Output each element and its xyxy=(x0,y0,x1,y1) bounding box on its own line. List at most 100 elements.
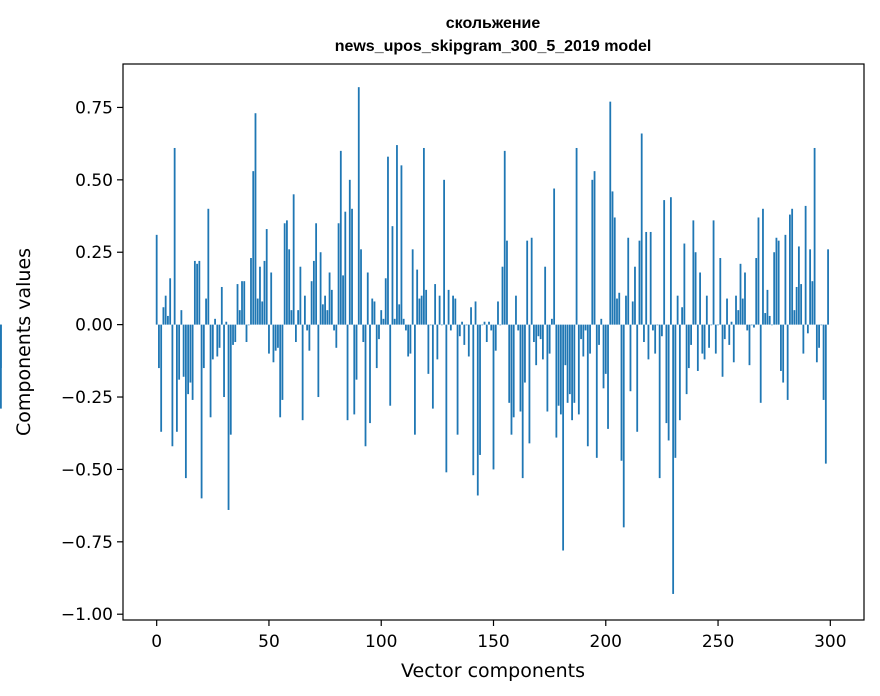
bar-101 xyxy=(382,318,385,325)
bar-89 xyxy=(355,324,358,380)
bar-24 xyxy=(209,324,212,418)
bar-164 xyxy=(524,324,526,383)
bar-291 xyxy=(809,249,812,325)
bar-50 xyxy=(268,324,270,354)
bar-275 xyxy=(773,252,776,325)
bar-249 xyxy=(714,324,717,354)
bar-239 xyxy=(692,220,695,325)
bar-267 xyxy=(755,258,758,325)
bar-134 xyxy=(456,324,459,435)
bar-161 xyxy=(517,324,520,331)
bar-98 xyxy=(375,324,378,369)
bar-173 xyxy=(544,266,547,325)
bar-88 xyxy=(353,324,356,415)
bar-255 xyxy=(728,324,731,345)
bar-241 xyxy=(696,324,699,371)
bar-150 xyxy=(492,324,495,470)
x-tick-label: 300 xyxy=(814,632,846,652)
bar-274 xyxy=(771,324,773,326)
bar-19 xyxy=(198,260,201,325)
bar-187 xyxy=(575,147,578,325)
bar-118 xyxy=(420,295,423,325)
bar-117 xyxy=(418,298,421,325)
bar-46 xyxy=(259,266,261,325)
bar-123 xyxy=(431,324,434,409)
bar-108 xyxy=(398,304,401,325)
y-tick-label: 0.00 xyxy=(75,316,113,336)
y-tick-label: −1.00 xyxy=(61,605,113,625)
bar-222 xyxy=(654,324,657,354)
bar-55 xyxy=(279,324,282,418)
bar-144 xyxy=(479,324,481,455)
bar-270 xyxy=(762,208,764,325)
bar-251 xyxy=(719,258,722,325)
y-tick-label: −0.50 xyxy=(61,460,113,480)
bar-208 xyxy=(622,324,625,528)
bar-152 xyxy=(497,301,499,325)
x-axis-label: Vector components xyxy=(401,660,585,682)
bar-259 xyxy=(737,310,740,325)
bar-180 xyxy=(559,324,562,415)
bar-236 xyxy=(685,324,688,395)
bar-184 xyxy=(568,324,571,395)
bar-171 xyxy=(539,324,542,340)
bar-67 xyxy=(306,324,309,331)
bar-260 xyxy=(739,263,742,325)
bar-86 xyxy=(348,179,351,325)
bar-248 xyxy=(712,220,715,325)
bar-30 xyxy=(223,324,225,398)
bar-33 xyxy=(229,324,232,435)
bar-185 xyxy=(571,324,573,421)
bar-56 xyxy=(281,324,284,400)
bar-28 xyxy=(218,324,221,348)
bar-16 xyxy=(191,324,194,400)
bar-189 xyxy=(580,324,582,340)
bar-80 xyxy=(335,324,338,348)
bar-38 xyxy=(241,281,243,325)
bar-undefined xyxy=(0,324,2,369)
bar-149 xyxy=(490,324,493,331)
bar-114 xyxy=(411,249,414,325)
bar-272 xyxy=(766,289,769,325)
bar-154 xyxy=(501,266,504,325)
bar-105 xyxy=(391,226,394,325)
bar-225 xyxy=(661,324,663,337)
bar-193 xyxy=(589,324,591,354)
bar-276 xyxy=(775,237,778,325)
bar-133 xyxy=(454,298,457,325)
bar-159 xyxy=(512,324,515,418)
bar-172 xyxy=(542,324,544,360)
x-axis-ticks: 0 50 100 150 200 250 300 xyxy=(151,620,847,652)
bar-129 xyxy=(445,324,448,473)
bar-104 xyxy=(389,324,392,406)
bar-218 xyxy=(645,231,648,325)
bar-160 xyxy=(515,295,517,325)
bar-17 xyxy=(193,260,196,325)
bar-139 xyxy=(467,324,470,357)
bar-40 xyxy=(245,324,248,343)
bar-85 xyxy=(346,324,349,421)
bar-87 xyxy=(351,208,353,325)
bar-253 xyxy=(723,324,726,340)
bar-240 xyxy=(694,252,697,325)
bar-99 xyxy=(378,324,380,340)
bars-group xyxy=(0,87,829,594)
bar-231 xyxy=(674,324,677,458)
bar-74 xyxy=(321,304,324,325)
bar-128 xyxy=(443,179,445,325)
bar-106 xyxy=(393,318,396,325)
bar-280 xyxy=(784,234,787,325)
bar-230 xyxy=(672,324,675,594)
bar-271 xyxy=(764,313,767,325)
bar-127 xyxy=(440,324,443,326)
bar-82 xyxy=(339,150,342,325)
bar-191 xyxy=(584,324,587,331)
y-tick-label: −0.75 xyxy=(61,533,113,553)
bar-233 xyxy=(678,324,681,421)
bar-43 xyxy=(252,171,255,325)
bar-25 xyxy=(211,324,214,360)
bar-97 xyxy=(373,301,376,325)
bar-290 xyxy=(806,324,809,334)
bar-174 xyxy=(546,324,549,412)
bar-153 xyxy=(499,324,502,326)
